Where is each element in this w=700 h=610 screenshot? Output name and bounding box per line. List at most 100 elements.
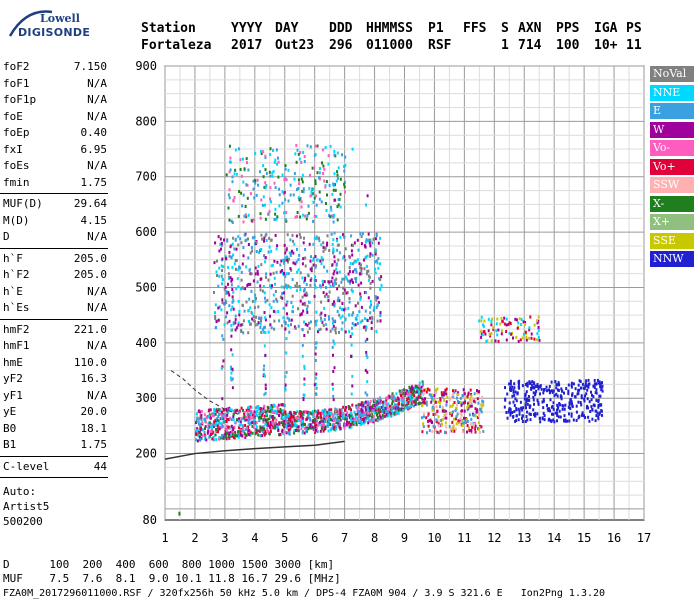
echo-point [435, 429, 437, 433]
echo-point [341, 153, 343, 157]
echo-point [474, 407, 477, 411]
echo-point [361, 418, 364, 421]
echo-point [254, 152, 257, 155]
echo-point [320, 427, 323, 431]
echo-point [263, 236, 266, 240]
echo-point [335, 282, 338, 286]
echo-point [333, 172, 336, 176]
echo-point [434, 391, 437, 395]
echo-point [262, 150, 265, 154]
echo-point [513, 393, 516, 397]
echo-point [283, 285, 286, 289]
echo-point [237, 299, 240, 303]
echo-point [211, 412, 214, 416]
echo-point [290, 318, 293, 322]
legend-item-w: W [650, 121, 694, 138]
echo-point [234, 328, 237, 332]
echo-point [284, 327, 287, 331]
echo-point [276, 244, 279, 248]
echo-point [252, 179, 255, 183]
echo-point [264, 168, 267, 172]
echo-point [335, 419, 338, 423]
echo-point [305, 292, 308, 295]
echo-point [550, 380, 553, 384]
echo-point [233, 196, 236, 200]
echo-point [364, 317, 366, 321]
echo-point [317, 409, 320, 413]
echo-point [228, 218, 231, 222]
echo-point [308, 423, 311, 427]
echo-point [556, 403, 559, 407]
echo-point [308, 321, 311, 325]
echo-point [318, 328, 321, 332]
legend-item-sse: SSE [650, 232, 694, 249]
echo-point [351, 384, 354, 388]
echo-point [338, 299, 341, 303]
echo-point [459, 417, 462, 421]
echo-point [218, 266, 221, 270]
echo-point [382, 406, 385, 410]
echo-point [388, 395, 391, 399]
echo-point [533, 402, 535, 406]
echo-point [303, 155, 306, 159]
echo-point [400, 394, 402, 398]
echo-point [563, 414, 566, 418]
param-separator [0, 455, 108, 457]
echo-point [406, 398, 409, 402]
echo-point [324, 146, 327, 149]
echo-point [450, 413, 453, 417]
echo-point [260, 319, 262, 323]
echo-point [214, 311, 216, 315]
echo-point [374, 248, 377, 252]
echo-point [349, 279, 352, 283]
echo-point [476, 397, 479, 401]
echo-point [258, 251, 261, 255]
echo-point [492, 327, 495, 331]
echo-point [353, 268, 356, 272]
echo-point [241, 323, 244, 327]
echo-point [255, 193, 258, 197]
echo-point [508, 321, 511, 325]
echo-point [311, 266, 313, 270]
echo-point [510, 332, 513, 336]
echo-point [342, 286, 345, 290]
echo-point [262, 431, 265, 435]
echo-point [275, 297, 278, 301]
echo-point [333, 423, 336, 426]
echo-point [386, 402, 389, 406]
echo-point [298, 182, 301, 186]
echo-point [336, 248, 339, 252]
echo-point [452, 403, 455, 407]
echo-point [445, 403, 448, 407]
echo-point [230, 418, 233, 422]
echo-point [337, 422, 340, 426]
echo-point [593, 404, 596, 408]
echo-point [196, 427, 199, 431]
echo-point [221, 269, 224, 272]
echo-point [273, 403, 275, 407]
echo-point [375, 298, 378, 302]
echo-point [237, 419, 240, 423]
echo-point [255, 240, 258, 244]
echo-point [262, 407, 265, 411]
echo-point [251, 236, 254, 240]
echo-point [326, 241, 329, 245]
echo-point [516, 392, 519, 396]
param-fof1p: foF1p N/A [3, 93, 107, 107]
echo-point [416, 397, 419, 401]
echo-point [549, 409, 551, 413]
echo-point [287, 199, 290, 203]
echo-point [360, 235, 363, 238]
x-tick-label: 16 [607, 531, 621, 545]
param-fmin: fmin 1.75 [3, 176, 107, 190]
echo-point [347, 279, 350, 283]
echo-point [214, 317, 217, 321]
echo-point [219, 412, 222, 416]
echo-point [246, 412, 249, 416]
param-key: hmF2 [3, 322, 30, 336]
echo-point [298, 419, 301, 422]
echo-point [255, 297, 257, 300]
echo-point [210, 422, 213, 426]
echo-point [321, 283, 324, 287]
echo-point [350, 392, 353, 396]
